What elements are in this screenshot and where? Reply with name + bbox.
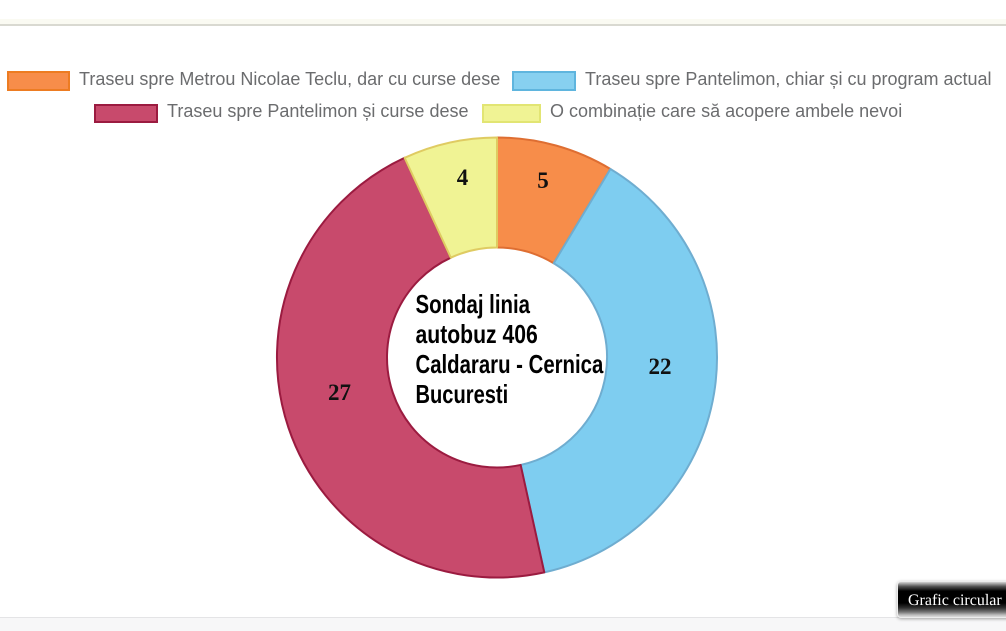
svg-text:Bucuresti: Bucuresti: [416, 379, 509, 409]
svg-text:4: 4: [457, 165, 469, 190]
svg-text:27: 27: [328, 380, 351, 405]
svg-text:Grafic circular: Grafic circular: [908, 592, 1002, 609]
svg-text:Caldararu - Cernica: Caldararu - Cernica: [416, 349, 604, 379]
svg-text:autobuz 406: autobuz 406: [416, 319, 538, 349]
svg-text:22: 22: [649, 354, 672, 379]
svg-text:Sondaj linia: Sondaj linia: [416, 289, 531, 319]
svg-text:5: 5: [537, 168, 549, 193]
